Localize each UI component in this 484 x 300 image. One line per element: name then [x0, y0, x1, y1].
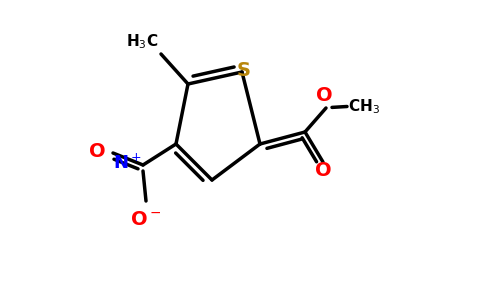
Text: O: O	[315, 161, 332, 181]
Text: O$^-$: O$^-$	[130, 210, 162, 229]
Text: O: O	[316, 86, 333, 105]
Text: CH$_3$: CH$_3$	[348, 97, 380, 116]
Text: S: S	[237, 61, 251, 80]
Text: O: O	[89, 142, 106, 161]
Text: H$_3$C: H$_3$C	[126, 32, 158, 51]
Text: N$^+$: N$^+$	[113, 154, 141, 173]
